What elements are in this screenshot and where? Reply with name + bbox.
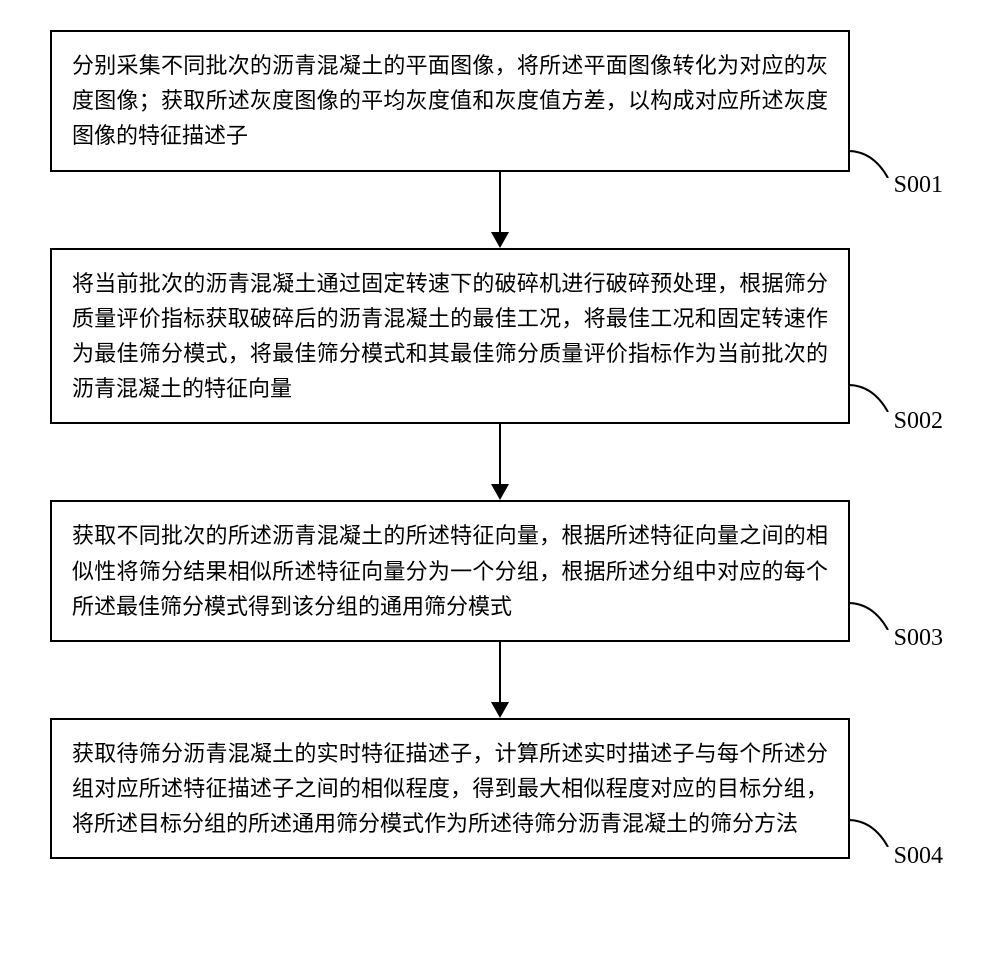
- arrow-1: [491, 172, 509, 248]
- step-1-container: 分别采集不同批次的沥青混凝土的平面图像，将所述平面图像转化为对应的灰度图像；获取…: [50, 30, 950, 172]
- arrow-3-head: [491, 702, 509, 718]
- step-3-text: 获取不同批次的所述沥青混凝土的所述特征向量，根据所述特征向量之间的相似性将筛分结…: [72, 523, 828, 618]
- step-3-container: 获取不同批次的所述沥青混凝土的所述特征向量，根据所述特征向量之间的相似性将筛分结…: [50, 500, 950, 642]
- arrow-3-line: [499, 642, 501, 702]
- step-2-label: S002: [894, 402, 943, 440]
- step-4-container: 获取待筛分沥青混凝土的实时特征描述子，计算所述实时描述子与每个所述分组对应所述特…: [50, 718, 950, 860]
- step-1-text: 分别采集不同批次的沥青混凝土的平面图像，将所述平面图像转化为对应的灰度图像；获取…: [72, 53, 828, 148]
- step-1-box: 分别采集不同批次的沥青混凝土的平面图像，将所述平面图像转化为对应的灰度图像；获取…: [50, 30, 850, 172]
- arrow-2: [491, 424, 509, 500]
- step-3-label: S003: [894, 619, 943, 657]
- step-4-text: 获取待筛分沥青混凝土的实时特征描述子，计算所述实时描述子与每个所述分组对应所述特…: [72, 741, 828, 836]
- arrow-1-head: [491, 232, 509, 248]
- step-4-label: S004: [894, 837, 943, 875]
- step-2-text: 将当前批次的沥青混凝土通过固定转速下的破碎机进行破碎预处理，根据筛分质量评价指标…: [72, 271, 828, 402]
- arrow-2-line: [499, 424, 501, 484]
- flowchart-container: 分别采集不同批次的沥青混凝土的平面图像，将所述平面图像转化为对应的灰度图像；获取…: [50, 30, 950, 859]
- step-1-label: S001: [894, 166, 943, 204]
- step-2-container: 将当前批次的沥青混凝土通过固定转速下的破碎机进行破碎预处理，根据筛分质量评价指标…: [50, 248, 950, 425]
- arrow-1-line: [499, 172, 501, 232]
- step-2-box: 将当前批次的沥青混凝土通过固定转速下的破碎机进行破碎预处理，根据筛分质量评价指标…: [50, 248, 850, 425]
- step-4-box: 获取待筛分沥青混凝土的实时特征描述子，计算所述实时描述子与每个所述分组对应所述特…: [50, 718, 850, 860]
- step-3-box: 获取不同批次的所述沥青混凝土的所述特征向量，根据所述特征向量之间的相似性将筛分结…: [50, 500, 850, 642]
- step-4-curve: [848, 812, 898, 847]
- arrow-2-head: [491, 484, 509, 500]
- step-2-curve: [848, 377, 898, 412]
- arrow-3: [491, 642, 509, 718]
- step-1-curve: [848, 143, 898, 178]
- step-3-curve: [848, 595, 898, 630]
